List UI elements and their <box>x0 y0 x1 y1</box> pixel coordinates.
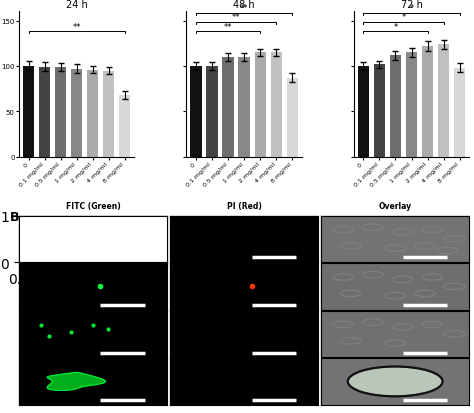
Bar <box>206 67 218 158</box>
Bar <box>55 68 66 158</box>
Bar <box>255 53 266 158</box>
Text: B: B <box>9 211 19 223</box>
Text: *: * <box>410 4 414 13</box>
Bar <box>374 65 385 158</box>
Circle shape <box>348 367 443 396</box>
Title: 24 h: 24 h <box>66 0 88 10</box>
Bar <box>390 56 401 158</box>
Text: **: ** <box>224 22 232 31</box>
Text: PI (Red): PI (Red) <box>227 202 262 211</box>
Bar <box>119 96 130 158</box>
Bar <box>422 47 433 158</box>
Bar <box>454 69 465 158</box>
Bar <box>438 45 449 158</box>
Text: FITC (Green): FITC (Green) <box>65 202 120 211</box>
Bar <box>39 68 50 158</box>
Bar <box>406 53 417 158</box>
Polygon shape <box>47 373 105 390</box>
Text: Overlay: Overlay <box>379 202 412 211</box>
Text: *: * <box>393 22 398 31</box>
Text: *: * <box>401 13 406 22</box>
Bar <box>287 78 298 158</box>
Text: **: ** <box>73 22 81 31</box>
Bar <box>103 71 114 158</box>
Bar <box>222 58 234 158</box>
Bar <box>87 71 98 158</box>
Bar <box>71 69 82 158</box>
Text: **: ** <box>240 4 248 13</box>
Bar <box>271 53 282 158</box>
Bar <box>358 67 369 158</box>
Bar <box>191 67 201 158</box>
Title: 48 h: 48 h <box>233 0 255 10</box>
Text: **: ** <box>232 13 240 22</box>
Bar <box>23 67 34 158</box>
Bar <box>238 58 250 158</box>
Title: 72 h: 72 h <box>401 0 422 10</box>
